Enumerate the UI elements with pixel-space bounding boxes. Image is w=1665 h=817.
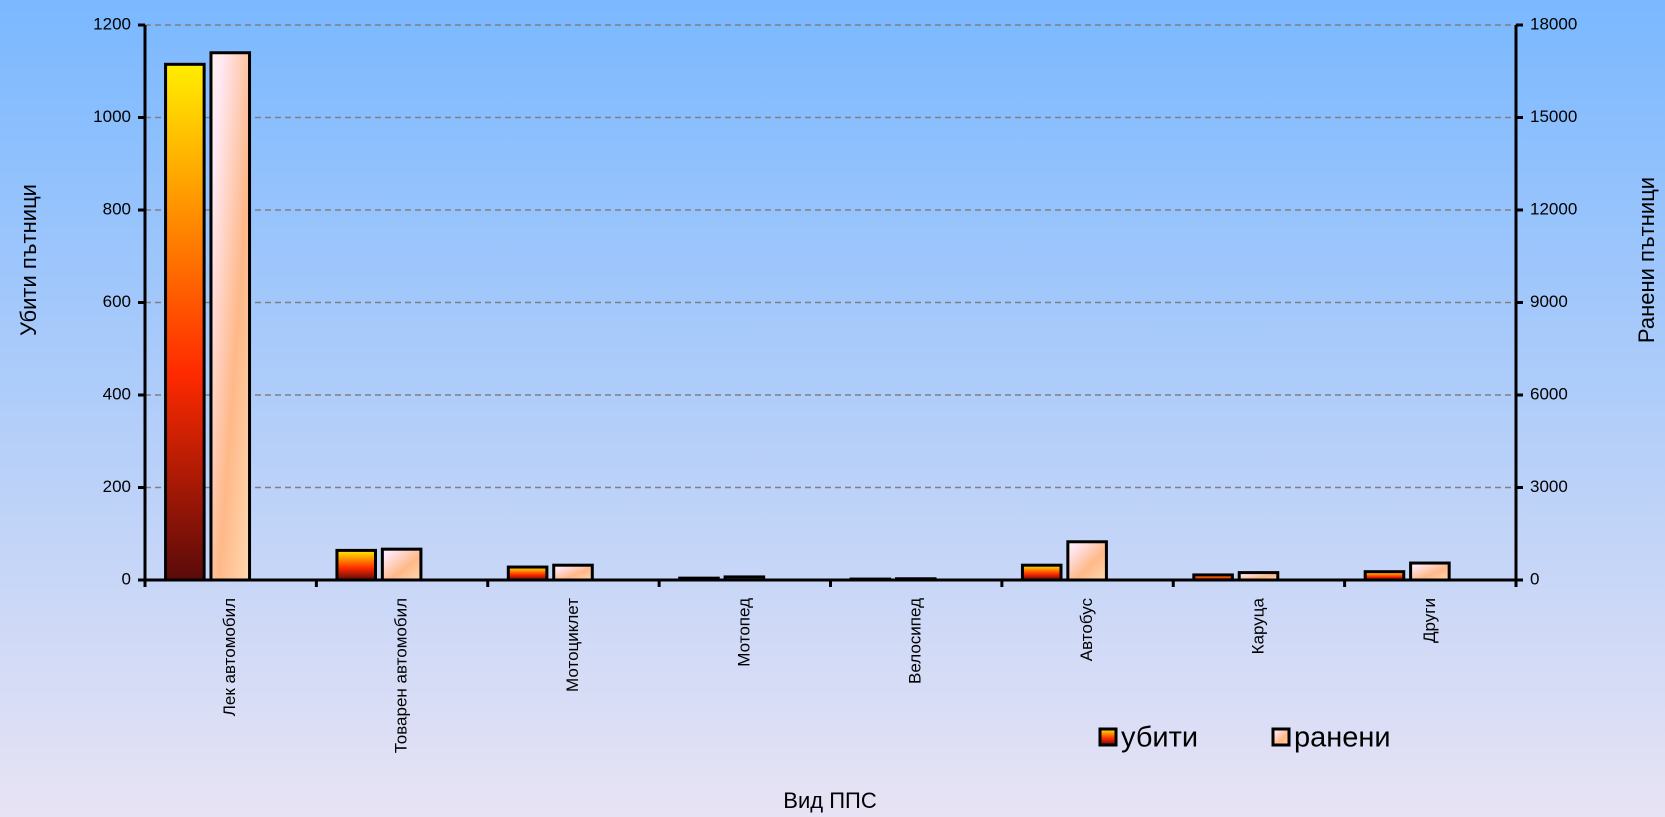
y-tick-label: 600: [103, 292, 131, 311]
y-tick-label: 200: [103, 477, 131, 496]
y2-tick-label: 6000: [1530, 384, 1568, 403]
y2-axis-title: Ранени пътници: [1634, 177, 1659, 343]
bar: [552, 563, 594, 582]
legend-swatch: [1271, 727, 1291, 747]
legend-label: ранени: [1294, 722, 1391, 754]
x-tick-label: Каруца: [1248, 597, 1267, 654]
legend-swatch: [1098, 727, 1118, 747]
y2-tick-label: 12000: [1530, 199, 1577, 218]
x-tick-label: Мотоциклет: [563, 598, 582, 692]
y-tick-label: 1000: [93, 107, 131, 126]
y2-tick-label: 3000: [1530, 477, 1568, 496]
y-tick-label: 400: [103, 384, 131, 403]
y-tick-label: 1200: [93, 14, 131, 33]
y-tick-label: 800: [103, 199, 131, 218]
bar: [209, 51, 252, 582]
x-tick-label: Други: [1420, 598, 1439, 643]
x-tick-label: Лек автомобил: [220, 598, 239, 716]
x-tick-label: Велосипед: [906, 598, 925, 684]
bar: [164, 62, 206, 582]
x-tick-label: Автобус: [1077, 598, 1096, 662]
y2-tick-label: 0: [1530, 569, 1539, 588]
y2-tick-label: 15000: [1530, 107, 1577, 126]
y2-tick-label: 18000: [1530, 14, 1577, 33]
bar: [1066, 540, 1108, 582]
bar: [1020, 563, 1063, 582]
y-tick-label: 0: [122, 569, 131, 588]
bar: [506, 565, 549, 582]
legend-label: убити: [1121, 722, 1198, 754]
bar: [1409, 561, 1451, 582]
x-tick-label: Товарен автомобил: [392, 598, 411, 753]
x-axis-title: Вид ППС: [783, 788, 877, 813]
y-axis-title: Убити пътници: [16, 184, 41, 336]
bar: [380, 547, 423, 582]
x-tick-label: Мотопед: [734, 598, 753, 667]
bar: [335, 548, 377, 582]
y2-tick-label: 9000: [1530, 292, 1568, 311]
